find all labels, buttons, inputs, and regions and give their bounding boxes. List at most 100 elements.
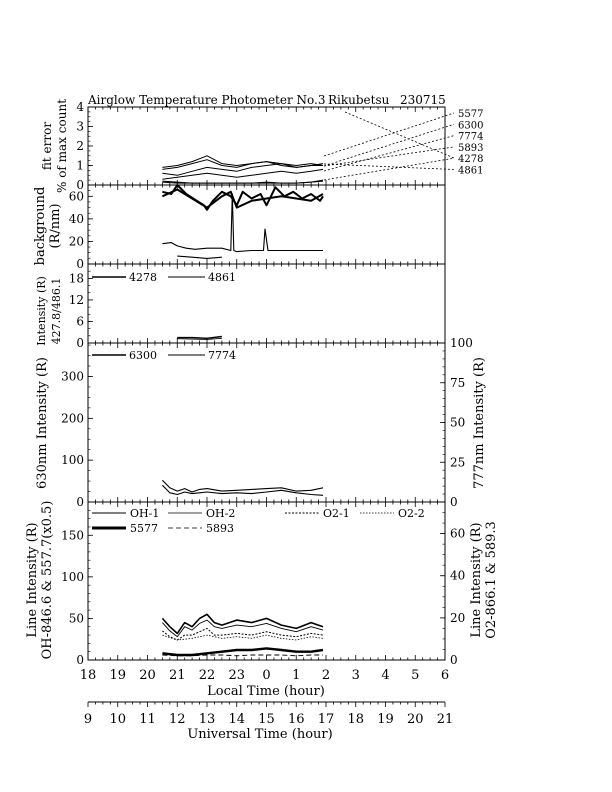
chart-title: Airglow Temperature Photometer No.3 [87,93,326,107]
ut-tick-label: 21 [437,712,454,727]
red-line-panel: 0 100 200 300 0 25 50 75 100 630nm Intensity (R) 7… [35,336,487,509]
ut-tick-label: 19 [377,712,394,727]
redline-legend-label: 6300 [129,349,157,362]
background-line-upper-2 [161,188,324,209]
fit-error-leader [323,135,455,172]
background-panel: 0 20 40 60 background(R/nm) [33,184,446,271]
lineint-right-ytick-label: 20 [450,611,465,625]
local-time-tick-label: 4 [381,668,389,683]
lineint-ylabel-left-line: Line Intensity (R) [25,522,40,637]
background-ytick-label: 0 [76,257,84,271]
redline-right-ytick-label: 25 [450,455,465,469]
lineint-line-OH-2 [162,619,324,638]
lineint-legend-label: O2-2 [398,507,425,520]
fit-error-ylabel: fit error% of max count [40,99,69,193]
fit-error-panel: 0 1 2 3 4 Airglow Temperature Photometer No.3… [40,93,483,193]
lineint-line-O2-1 [162,627,324,641]
lineint-line-O2-2 [162,634,324,641]
redline-legend-label: 7774 [208,349,236,362]
fit-error-ylabel-line: % of max count [55,99,69,193]
redline-frame [87,342,446,503]
ratio-ylabel: Intensity (R) 427.8/486.1 [35,276,63,346]
ratio-ytick-label: 12 [69,293,84,307]
lineint-right-ytick-label: 40 [450,569,465,583]
ratio-ylabel-line: 427.8/486.1 [50,278,63,345]
redline-line-7774 [162,484,324,496]
date-label: 230715 [400,93,446,107]
redline-left-ytick-label: 300 [61,369,84,383]
station-label: Rikubetsu [328,93,390,107]
fit-error-legend-label: 4861 [458,166,483,177]
lineint-ylabel-right: Line Intensity (R)O2-866.1 & 589.3 [469,521,499,639]
ut-tick-label: 10 [109,712,126,727]
ratio-ytick-label: 0 [76,336,84,350]
ut-tick-label: 14 [228,712,245,727]
local-time-tick-label: 1 [292,668,300,683]
intensity-ratio-panel: 0 6 12 18 Intensity (R) 427.8/486.1 4278 4861 [35,263,446,350]
redline-right-ytick-label: 50 [450,416,465,430]
lineint-left-ytick-label: 100 [61,570,84,584]
fit-error-line-6300 [162,163,324,176]
background-ylabel: background(R/nm) [33,187,63,266]
background-ytick-label: 40 [69,212,84,226]
background-line-lower [162,193,323,253]
ratio-ylabel-line: Intensity (R) [35,276,48,346]
ratio-legend-label: 4278 [129,271,157,284]
fit-error-ytick-label: 2 [76,139,84,153]
local-time-tick-label: 23 [228,668,245,683]
redline-line-6300 [162,479,324,493]
fit-error-ytick-label: 0 [76,178,84,192]
ut-tick-label: 13 [199,712,216,727]
lineint-left-ytick-label: 0 [76,653,84,667]
lineint-line-OH-1 [161,613,324,635]
lineint-legend-label: OH-2 [206,507,235,520]
lineint-right-ytick-label: 60 [450,527,465,541]
ratio-ytick-label: 18 [69,271,84,285]
local-time-tick-label: 18 [80,668,97,683]
redline-right-ytick-label: 75 [450,376,465,390]
ut-tick-label: 9 [84,712,92,727]
fit-error-legend-label: 5893 [458,143,483,154]
fit-error-line-5893 [162,155,323,168]
lineint-legend-label: OH-1 [130,507,159,520]
local-time-axis-label: Local Time (hour) [207,684,325,699]
ut-tick-label: 11 [139,712,156,727]
redline-ylabel-right: 777nm Intensity (R) [472,357,487,489]
local-time-tick-label: 22 [199,668,216,683]
ut-tick-label: 12 [169,712,186,727]
lineint-left-ytick-label: 150 [61,528,84,542]
redline-right-ytick-label: 100 [450,336,473,350]
redline-left-ytick-label: 200 [61,411,84,425]
local-time-tick-label: 2 [322,668,330,683]
fit-error-ytick-label: 1 [76,159,84,173]
ut-tick-label: 17 [318,712,335,727]
lineint-ylabel-right-line: O2-866.1 & 589.3 [484,521,499,639]
fit-error-legend-label: 6300 [458,120,483,131]
background-line-lower-2 [177,255,222,259]
fit-error-leader [323,157,455,181]
background-ytick-label: 60 [69,189,84,203]
lineint-legend-label: 5577 [130,522,158,535]
background-ytick-label: 20 [69,234,84,248]
fit-error-leader [323,112,455,157]
redline-left-ytick-label: 100 [61,453,84,467]
fit-error-ytick-label: 3 [76,120,84,134]
ut-tick-label: 20 [407,712,424,727]
background-line-upper [162,184,324,211]
fit-error-ytick-label: 4 [76,100,84,114]
lineint-ylabel-right-line: Line Intensity (R) [469,522,484,637]
background-ylabel-line: background [33,187,48,266]
ratio-line-4278 [177,335,222,339]
redline-left-ytick-label: 0 [76,495,84,509]
ut-tick-label: 16 [288,712,305,727]
lineint-legend-label: 5893 [206,522,234,535]
lineint-line-5577 [162,647,324,657]
fit-error-line-7774 [162,168,324,180]
redline-ylabel-left: 630nm Intensity (R) [35,357,50,489]
background-frame [87,184,446,265]
local-time-tick-label: 20 [139,668,156,683]
redline-right-ytick-label: 0 [450,495,458,509]
